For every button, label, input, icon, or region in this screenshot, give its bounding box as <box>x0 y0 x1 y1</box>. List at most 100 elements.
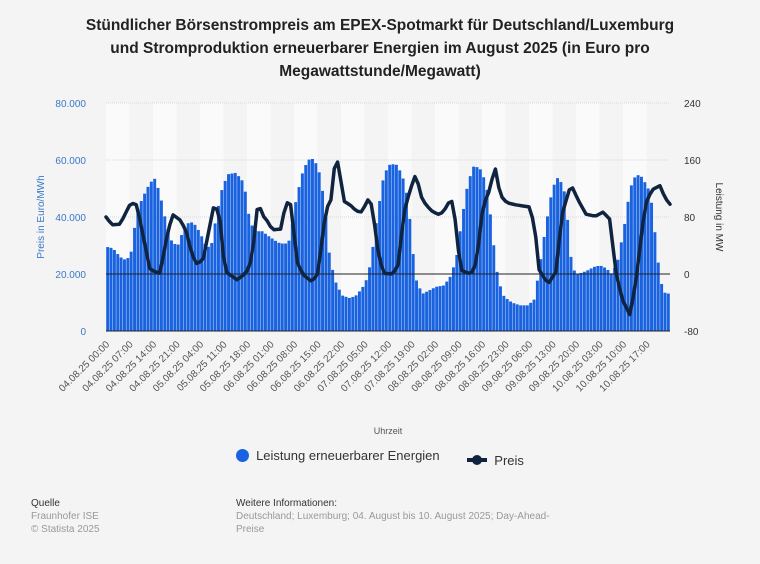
bar <box>660 283 664 331</box>
bar <box>183 227 187 331</box>
chart-title-line: Stündlicher Börsenstrompreis am EPEX-Spo… <box>85 17 675 34</box>
bar <box>650 202 654 331</box>
bar <box>519 305 523 331</box>
bar <box>408 218 412 331</box>
bar <box>478 169 482 331</box>
bar <box>445 281 449 331</box>
legend-label: Preis <box>494 452 524 468</box>
bar <box>582 271 586 331</box>
bar <box>300 173 304 331</box>
bar <box>549 197 553 331</box>
source-line[interactable]: Fraunhofer ISE <box>31 511 99 522</box>
bar <box>374 223 378 331</box>
y-tick-right: 0 <box>684 270 690 281</box>
bar <box>488 214 492 331</box>
bar <box>505 299 509 331</box>
bar <box>253 230 257 331</box>
bar <box>465 188 469 331</box>
bar <box>257 231 261 331</box>
bar <box>539 259 543 331</box>
bar <box>173 243 177 331</box>
bar <box>435 286 439 331</box>
bar <box>270 238 274 331</box>
bar <box>512 303 516 331</box>
bar <box>388 164 392 331</box>
bar <box>233 172 237 331</box>
bar <box>196 229 200 331</box>
bar <box>562 191 566 331</box>
bar <box>210 243 214 331</box>
bar <box>381 180 385 331</box>
bar <box>599 265 603 331</box>
bar <box>126 258 130 331</box>
bar <box>666 293 670 331</box>
info-line: Preise <box>236 524 265 535</box>
bar <box>190 222 194 331</box>
bar <box>156 187 160 331</box>
bar <box>297 187 301 331</box>
bar <box>193 224 197 331</box>
bar <box>472 166 476 331</box>
bar <box>525 305 529 331</box>
bar <box>351 296 355 331</box>
y-tick-left: 20.000 <box>55 270 86 281</box>
bar <box>482 177 486 331</box>
y-tick-right: 240 <box>684 99 701 110</box>
y-tick-left: 60.000 <box>55 156 86 167</box>
bar <box>495 271 499 331</box>
info-heading: Weitere Informationen: <box>236 498 337 509</box>
bar <box>361 286 365 331</box>
bar <box>592 266 596 331</box>
bar <box>415 280 419 331</box>
legend: Leistung erneuerbarer Energien Preis <box>0 448 760 468</box>
bar <box>656 262 660 331</box>
bar <box>596 266 600 331</box>
bar <box>441 285 445 331</box>
bar <box>448 276 452 331</box>
copyright: © Statista 2025 <box>31 524 100 535</box>
bar <box>112 249 116 331</box>
bar <box>542 236 546 331</box>
legend-item-price[interactable]: Preis <box>467 453 524 468</box>
bar <box>331 269 335 331</box>
bar <box>337 289 341 331</box>
bar <box>603 267 607 331</box>
info-block: Weitere Informationen: Deutschland; Luxe… <box>236 497 550 536</box>
bar <box>263 233 267 331</box>
bar <box>586 270 590 331</box>
bar <box>227 174 231 331</box>
bar <box>213 223 217 331</box>
bar <box>287 240 291 331</box>
chart-title: Stündlicher Börsenstrompreis am EPEX-Spo… <box>40 14 720 83</box>
price-line <box>104 160 672 317</box>
bar <box>260 231 264 331</box>
bar <box>458 231 462 331</box>
bar <box>509 301 513 331</box>
bar <box>421 293 425 331</box>
bar <box>247 213 251 331</box>
bar <box>240 180 244 331</box>
bar <box>119 257 123 331</box>
bar <box>280 243 284 331</box>
bar <box>149 181 153 331</box>
bar <box>284 243 288 331</box>
bar <box>404 192 408 331</box>
bar <box>307 159 311 331</box>
bar <box>431 288 435 331</box>
bar <box>290 224 294 331</box>
legend-dot-icon <box>236 449 250 462</box>
bar <box>378 201 382 331</box>
bar <box>206 246 210 331</box>
bar <box>203 243 207 331</box>
bar <box>310 158 314 331</box>
source-block: Quelle Fraunhofer ISE © Statista 2025 <box>31 497 100 536</box>
legend-item-renewables[interactable]: Leistung erneuerbarer Energien <box>236 448 440 463</box>
bar <box>230 173 234 331</box>
y-tick-left: 40.000 <box>55 213 86 224</box>
bar <box>371 246 375 331</box>
bar <box>616 259 620 331</box>
y-axis-title-right: Leistung in MW <box>713 183 724 252</box>
bar <box>401 178 405 331</box>
y-tick-left: 80.000 <box>55 99 86 110</box>
bar <box>384 170 388 331</box>
